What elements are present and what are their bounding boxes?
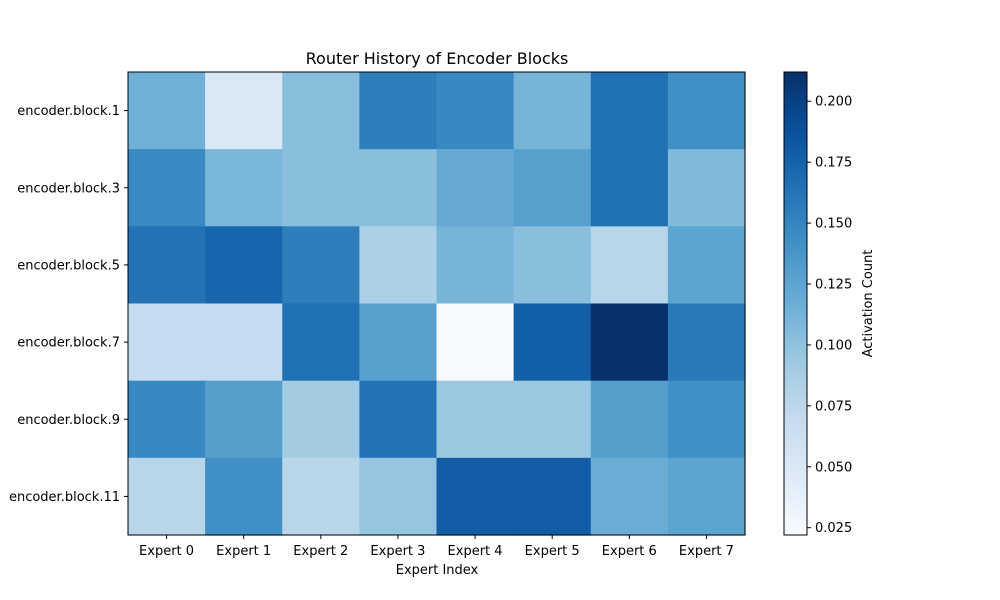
heatmap-cell [359,149,438,227]
heatmap-cell [590,226,669,305]
y-tick-label: encoder.block.1 [17,104,120,119]
colorbar-tick-label: 0.200 [815,95,852,110]
heatmap-cell [128,72,206,150]
x-tick-label: Expert 4 [448,544,503,559]
heatmap-cell [436,380,515,459]
colorbar-frame [783,71,808,536]
colorbar: 0.025 0.050 0.075 0.100 0.125 0.150 0.175 0.200 [783,71,852,536]
heatmap-cell [513,457,592,536]
heatmap-cell [513,380,592,459]
heatmap-cell [205,149,283,227]
heatmap-cell [128,226,206,305]
heatmap-cell [513,303,592,382]
y-tick-label: encoder.block.3 [17,181,120,196]
heatmap-cell [436,226,515,305]
heatmap-cell [513,226,592,305]
heatmap-cell [436,72,515,150]
heatmap-cell [590,72,669,150]
heatmap-cell [513,149,592,227]
heatmap-cell [436,149,515,227]
heatmap-cell [282,380,360,459]
colorbar-tick-label: 0.125 [815,278,852,293]
heatmap-cell [667,457,746,536]
x-tick-label: Expert 2 [293,544,348,559]
y-tick-label: encoder.block.9 [17,413,120,428]
heatmap-cell [128,457,206,536]
x-tick-label: Expert 7 [679,544,734,559]
heatmap-cell [667,149,746,227]
y-axis-ticks: encoder.block.1 encoder.block.3 encoder.bl… [9,104,128,505]
heatmap-cell [282,72,360,150]
heatmap-cell [128,303,206,382]
x-tick-label: Expert 0 [139,544,194,559]
colorbar-tick-label: 0.100 [815,338,852,353]
heatmap-cell [436,457,515,536]
x-tick-label: Expert 3 [370,544,425,559]
y-tick-label: encoder.block.5 [17,258,120,273]
x-tick-label: Expert 5 [525,544,580,559]
plot-frame [127,71,746,536]
heatmap-cell [590,149,669,227]
heatmap-cell [205,380,283,459]
heatmap-cell [282,303,360,382]
colorbar-tick-label: 0.150 [815,217,852,232]
heatmap-cell [128,149,206,227]
heatmap-cell [667,380,746,459]
colorbar-label: Activation Count [861,250,876,358]
heatmap-cell [590,380,669,459]
x-axis-label: Expert Index [396,563,479,578]
x-tick-label: Expert 6 [602,544,657,559]
y-tick-label: encoder.block.11 [9,490,120,505]
heatmap-cell [205,226,283,305]
chart-title: Router History of Encoder Blocks [306,49,569,68]
heatmap-cell [205,72,283,150]
heatmap-cell [667,72,746,150]
heatmap-cell [590,457,669,536]
heatmap-cell [359,457,438,536]
heatmap-cell [513,72,592,150]
colorbar-tick-label: 0.025 [815,521,852,536]
heatmap-cell [282,149,360,227]
heatmap-cell [590,303,669,382]
x-axis-ticks: Expert 0 Expert 1 Expert 2 Expert 3 Expert 4… [139,535,734,559]
y-tick-label: encoder.block.7 [17,336,120,351]
colorbar-tick-label: 0.075 [815,399,852,414]
colorbar-tick-label: 0.050 [815,460,852,475]
heatmap-cell [359,226,438,305]
heatmap-cell [359,72,438,150]
heatmap-cell [128,380,206,459]
colorbar-tick-label: 0.175 [815,156,852,171]
heatmap-cell [205,303,283,382]
heatmap-cell [359,303,438,382]
colorbar-gradient [784,72,807,535]
x-tick-label: Expert 1 [216,544,271,559]
heatmap-cell [282,457,360,536]
heatmap-cell [359,380,438,459]
heatmap-cells [128,72,746,536]
heatmap-cell [667,303,746,382]
heatmap-cell [436,303,515,382]
heatmap-cell [205,457,283,536]
heatmap-cell [667,226,746,305]
heatmap-cell [282,226,360,305]
